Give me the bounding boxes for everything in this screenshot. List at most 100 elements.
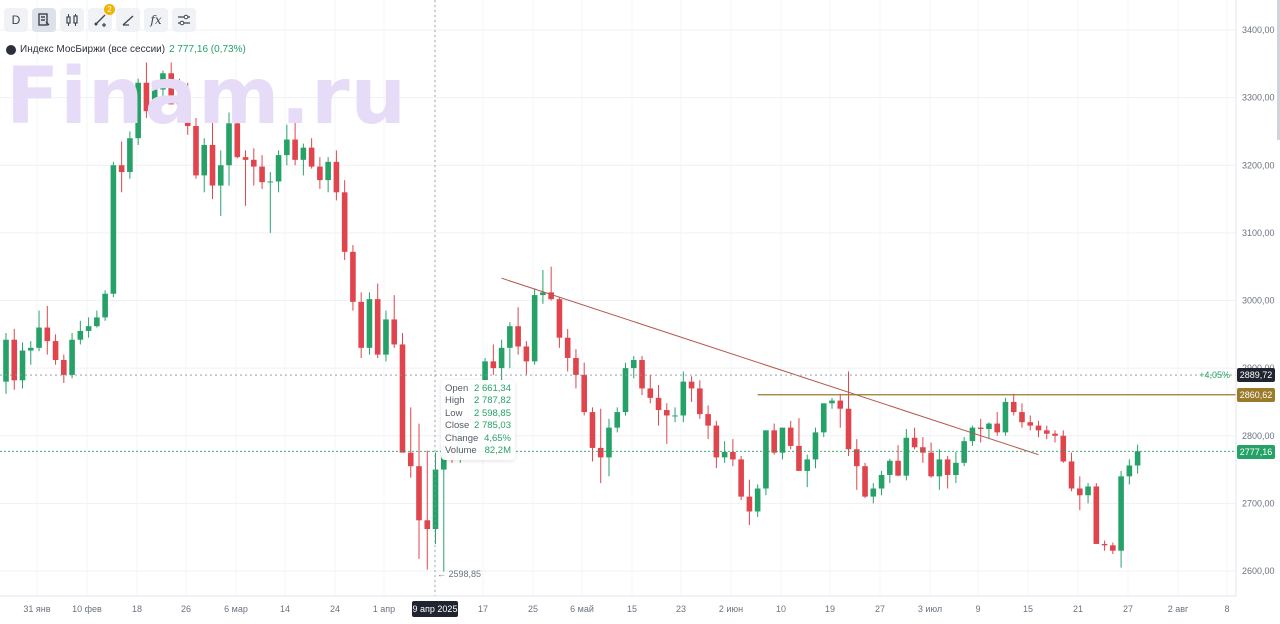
candle-body	[1043, 430, 1050, 434]
candle	[201, 138, 208, 193]
candle-body	[325, 161, 331, 181]
price-axis[interactable]: 2600,002700,002800,002900,003000,003100,…	[1235, 0, 1280, 596]
candle	[11, 328, 18, 390]
crosshair-price-tag: 2889,72	[1237, 368, 1275, 382]
time-tick-label: 27	[875, 604, 885, 614]
candle	[432, 452, 439, 544]
candle-body	[622, 368, 629, 413]
candles-icon	[66, 14, 78, 26]
candle-body	[498, 347, 505, 369]
candle	[1134, 444, 1141, 474]
tooltip-label: Change	[445, 432, 479, 444]
time-tick-label: 10	[776, 604, 786, 614]
time-tick-label: 21	[1073, 604, 1083, 614]
candle-body	[61, 360, 67, 375]
candle	[953, 451, 959, 484]
candle-body	[416, 466, 422, 521]
candle	[102, 290, 108, 321]
candle-body	[168, 73, 174, 105]
tooltip-value: 82,2M	[484, 444, 511, 456]
candle-body	[85, 326, 92, 331]
instrument-price-change: 2 777,16 (0,73%)	[169, 44, 246, 55]
chart-type-icon	[38, 13, 50, 26]
candle	[176, 78, 183, 115]
candle	[870, 483, 877, 504]
crosshair-percent-label: +4,05%	[1199, 370, 1230, 380]
candle-body	[69, 339, 75, 375]
candle	[573, 349, 579, 389]
price-tick-label: 3300,00	[1242, 93, 1275, 103]
candle-body	[953, 462, 959, 475]
scrollbar	[1277, 0, 1280, 140]
candle-body	[1077, 488, 1083, 496]
candle-body	[787, 427, 794, 446]
trendline-button[interactable]	[116, 8, 140, 32]
candle	[366, 292, 373, 355]
price-tick-label: 2600,00	[1242, 566, 1275, 576]
candle-body	[1126, 465, 1133, 477]
candle	[234, 119, 241, 159]
time-tick-label: 6 мар	[224, 604, 248, 614]
candle	[697, 380, 703, 419]
candle-body	[713, 425, 720, 458]
candle-body	[1110, 545, 1116, 551]
candle-body	[903, 437, 910, 476]
candle-body	[523, 346, 530, 362]
indicators-icon: fx	[150, 13, 162, 27]
candle-body	[820, 403, 827, 433]
annotations: +4,05% ← 2598,85	[0, 0, 1236, 596]
candle	[936, 449, 943, 490]
candle	[399, 332, 406, 453]
interval-button[interactable]: D	[4, 8, 28, 32]
candle-body	[341, 192, 348, 252]
candle	[705, 405, 711, 440]
indicators-button[interactable]: fx	[144, 8, 168, 32]
candle-body	[920, 447, 926, 453]
candle-body	[118, 165, 125, 173]
candle-body	[730, 451, 736, 460]
candle-body	[1118, 476, 1124, 551]
chart-type-button[interactable]	[32, 8, 56, 32]
candle-body	[184, 97, 191, 127]
settings-button[interactable]	[172, 8, 196, 32]
candle	[85, 317, 92, 338]
candle	[507, 322, 513, 369]
candle-body	[209, 144, 216, 186]
candle-body	[1035, 425, 1042, 431]
candle	[581, 362, 587, 416]
tooltip-value: 2 598,85	[474, 407, 511, 419]
candle	[1035, 420, 1042, 438]
candle-body	[217, 165, 224, 186]
time-tick-label: 17	[478, 604, 488, 614]
tooltip-row-high: High 2 787,82	[445, 395, 511, 407]
candle-body	[961, 441, 967, 463]
candle	[647, 374, 654, 404]
candle	[52, 334, 59, 365]
candle	[787, 420, 794, 450]
candle	[333, 150, 340, 201]
candle-body	[160, 73, 166, 90]
candle	[350, 245, 356, 311]
candle-body	[746, 496, 753, 512]
candle	[358, 292, 364, 358]
candle-body	[531, 295, 538, 362]
candle	[1110, 542, 1116, 555]
time-tick-label: 19	[825, 604, 835, 614]
candle	[383, 310, 389, 362]
time-axis[interactable]: 31 янв 10 фев 18 26 6 мар 14 24 1 апр 9 апр 2025…	[0, 595, 1236, 617]
trendline	[501, 277, 1039, 456]
candle-body	[1085, 486, 1091, 496]
candle	[779, 427, 786, 460]
candle-body	[986, 423, 992, 429]
tooltip-label: Open	[445, 383, 469, 394]
drawing-tools-button[interactable]: 2	[88, 4, 115, 32]
instrument-legend[interactable]: Индекс МосБиржи (все сессии) 2 777,16 (0…	[6, 44, 246, 55]
tooltip-value: 2 661,34	[474, 383, 511, 394]
candle-body	[845, 408, 852, 450]
candle-body	[589, 412, 596, 448]
candle-body	[151, 89, 158, 112]
candle	[771, 423, 777, 455]
candles-button[interactable]	[60, 8, 84, 32]
plot-area[interactable]	[3, 62, 1141, 572]
